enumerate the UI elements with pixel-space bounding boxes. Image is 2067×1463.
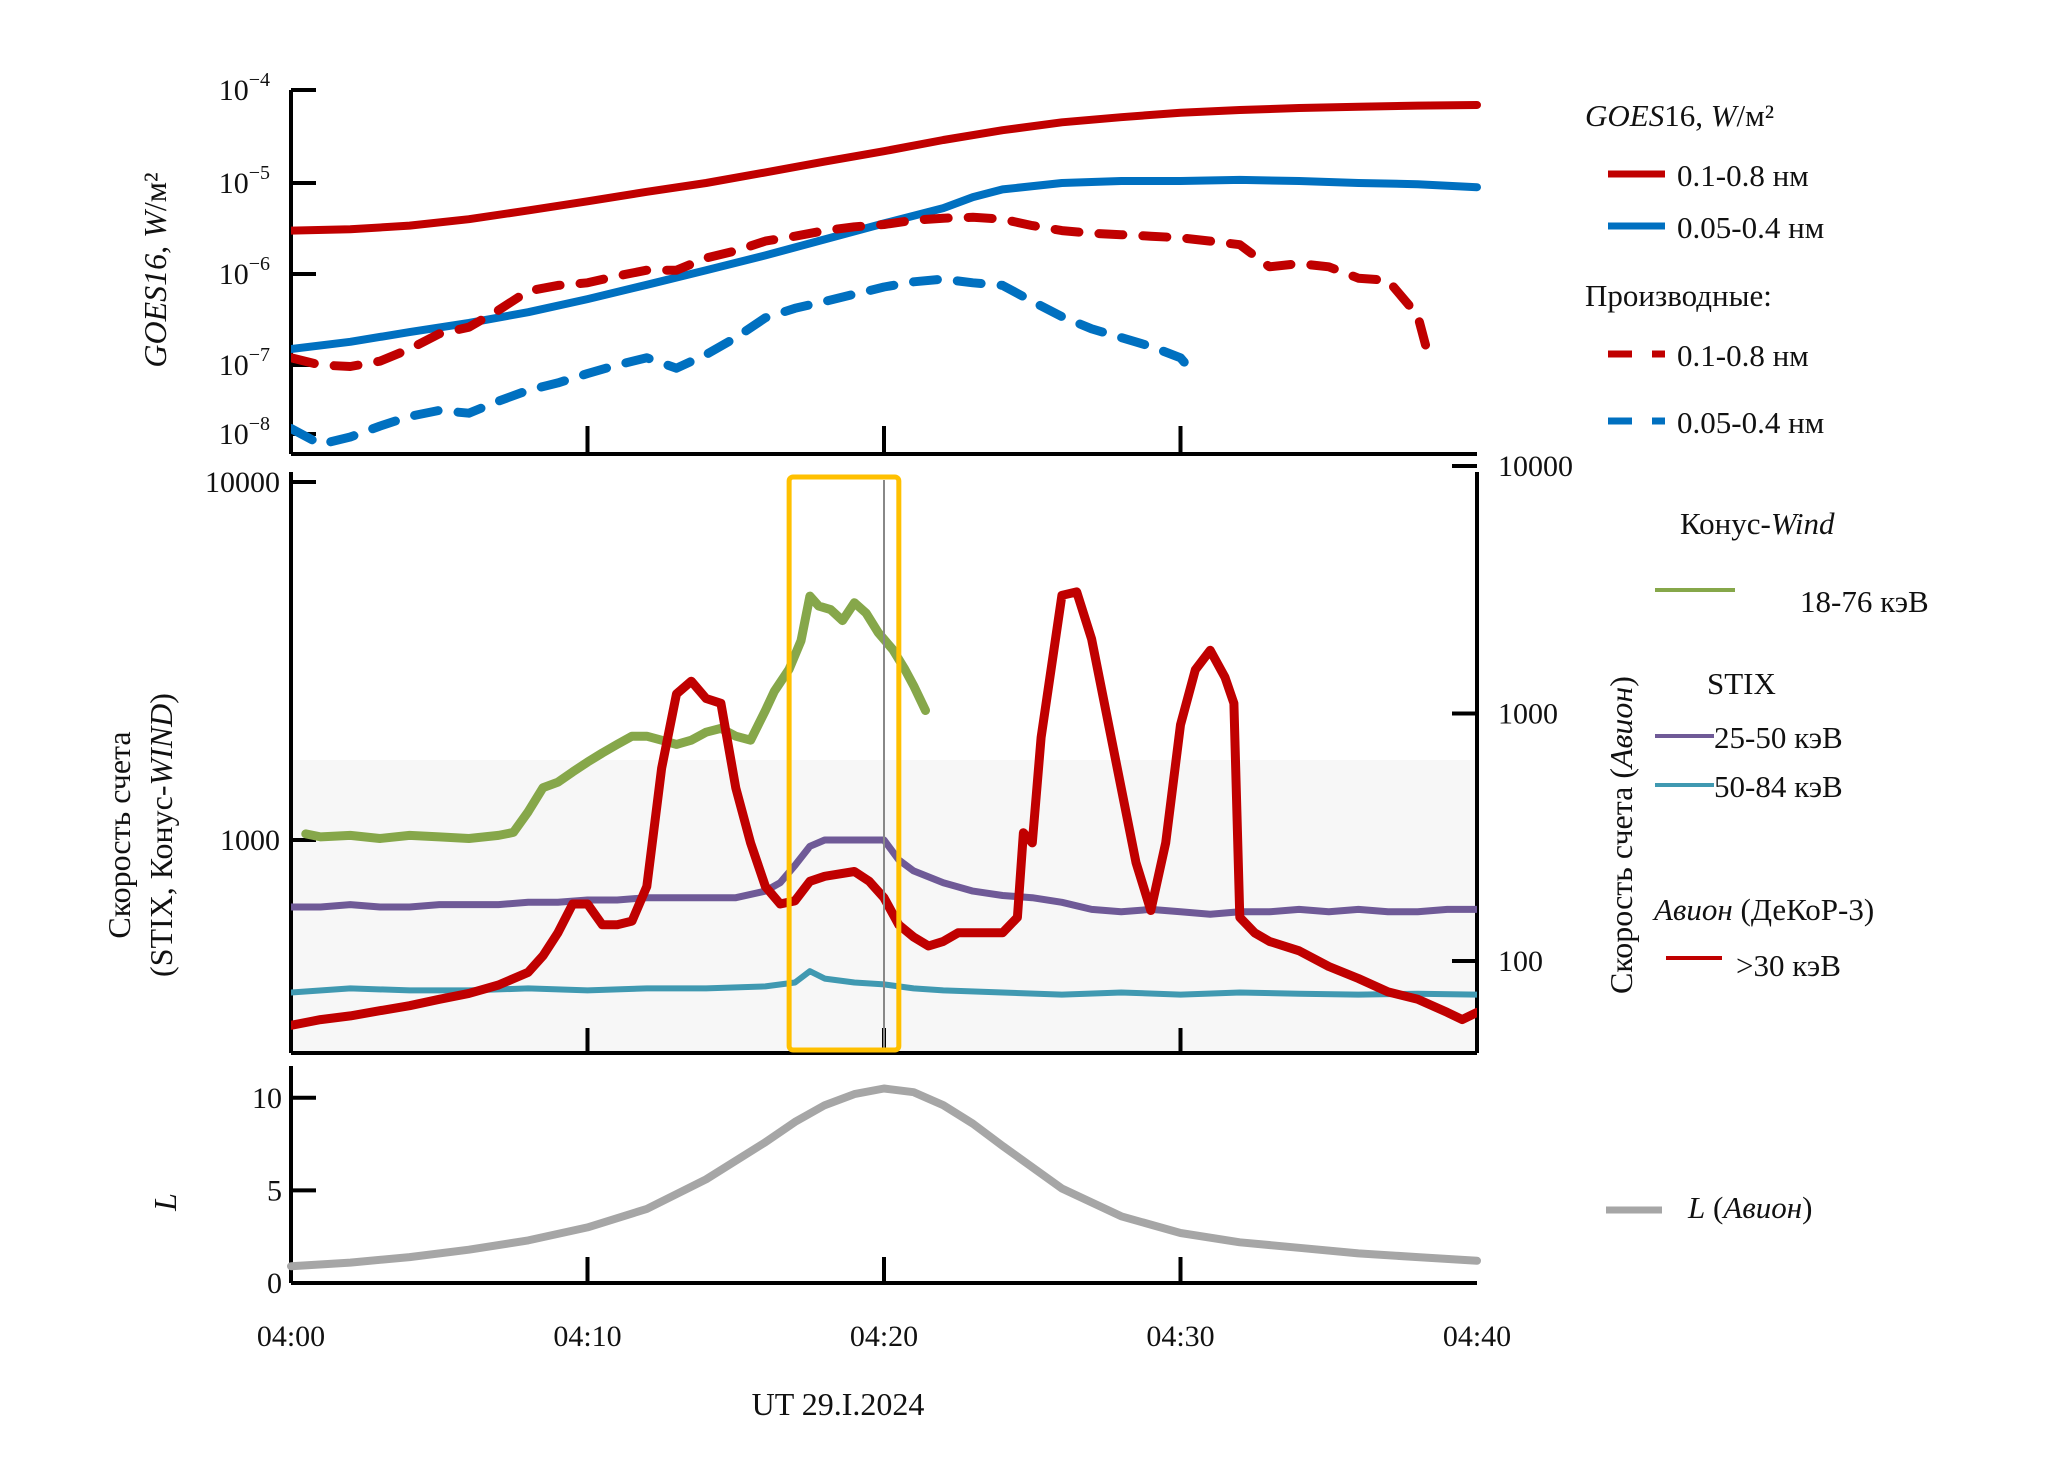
x-tick-label: 04:30 [1146, 1320, 1214, 1353]
bot-y-tick-label: 0 [267, 1267, 282, 1300]
top-y-tick-label: 10−8 [219, 413, 270, 451]
bot-y-axis-title: L [147, 1193, 183, 1212]
bot-y-tick-label: 10 [252, 1082, 282, 1115]
mid-left-y-axis-title-part: WIND [143, 704, 179, 786]
legend-title-konus-wind: Конус-Wind [1680, 506, 1835, 541]
legends: GOES16, W/м² 0.1-0.8 нм 0.05-0.4 нм Произво… [1585, 98, 1929, 1225]
tick-base: 10 [219, 167, 249, 200]
legend-label: 0.05-0.4 нм [1677, 210, 1824, 245]
bottom-panel-l-shell: 10 5 0 04:00 04:10 04:20 04:30 04:40 UT 29.I.202… [147, 1066, 1511, 1422]
top-y-tick-label: 10−5 [219, 162, 270, 200]
legend-label: 0.1-0.8 нм [1677, 158, 1809, 193]
top-y-axis-title-part: GOES16 [137, 254, 173, 368]
series-stix-25-50-кэв [291, 836, 1477, 918]
legend-title-goes16-part: W [1711, 98, 1740, 133]
mid-left-y-tick-label: 10000 [205, 466, 280, 499]
mid-left-y-tick-label: 1000 [220, 824, 280, 857]
legend-label-l-avion-part: ) [1802, 1190, 1812, 1225]
legend-label: >30 кэВ [1736, 948, 1841, 983]
legend-title-konus-wind-part: Конус- [1680, 506, 1771, 541]
legend-title-goes16-part: 16, [1664, 98, 1711, 133]
top-y-tick-label: 10−7 [219, 344, 270, 382]
mid-right-y-tick-label: 1000 [1498, 698, 1558, 731]
legend-title-konus-wind-part: Wind [1771, 506, 1835, 541]
tick-exponent: −8 [249, 413, 270, 435]
series-derivative-long [291, 212, 1432, 371]
top-y-axis-title-part: W [137, 208, 173, 238]
tick-base: 10 [219, 258, 249, 291]
tick-exponent: −4 [249, 69, 270, 91]
legend-subtitle-derivatives: Производные: [1585, 278, 1772, 313]
legend-title-goes16-part: /м² [1737, 98, 1775, 133]
x-tick-label: 04:10 [553, 1320, 621, 1353]
series-flux-long [291, 101, 1481, 235]
legend-title-stix: STIX [1707, 666, 1776, 701]
x-axis-title: UT 29.I.2024 [752, 1386, 925, 1422]
mid-left-y-axis-title: (STIX, Конус-WIND) [143, 693, 179, 977]
mid-left-y-axis-title: Скорость счета [101, 731, 137, 938]
series-авион-30-кэв [291, 587, 1477, 1030]
highlight-box [786, 474, 902, 1053]
x-tick-label: 04:00 [257, 1320, 325, 1353]
legend-title-avion-part: Авион [1652, 892, 1733, 927]
mid-right-y-axis-title-part: ) [1603, 676, 1639, 687]
legend-label: 25-50 кэВ [1714, 720, 1843, 755]
legend-label-l-avion-part: ( [1705, 1190, 1723, 1225]
mid-left-y-axis-title-part: Скорость счета [101, 731, 137, 938]
mid-right-y-axis-title-part: Скорость счета ( [1603, 768, 1639, 994]
legend-label: 0.05-0.4 нм [1677, 405, 1824, 440]
top-y-axis-title-part: /м² [137, 172, 173, 211]
series-конус-wind-18-76-кэв [301, 591, 930, 843]
series-flux-short [291, 175, 1481, 353]
top-y-axis-title-part: , [137, 238, 173, 254]
mid-right-y-tick-label: 10000 [1498, 450, 1573, 483]
legend-label-l-avion: L (Авион) [1687, 1190, 1812, 1225]
legend-title-stix-part: STIX [1707, 666, 1776, 701]
legend-title-goes16-part: GOES [1585, 98, 1664, 133]
tick-exponent: −7 [249, 344, 270, 366]
series-l-avion [287, 1084, 1481, 1271]
legend-title-goes16: GOES16, W/м² [1585, 98, 1774, 133]
series-derivative-short [291, 274, 1194, 449]
tick-base: 10 [219, 74, 249, 107]
bot-y-tick-label: 5 [267, 1174, 282, 1207]
middle-panel-count-rates: 10000 1000 10000 1000 100 Скорость счета (STIX… [101, 450, 1639, 1055]
x-tick-label: 04:20 [850, 1320, 918, 1353]
series-stix-50-84-кэв [291, 968, 1477, 998]
mid-left-y-axis-title-part: (STIX, Конус- [143, 785, 179, 977]
legend-label-l-avion-part: L [1687, 1190, 1705, 1225]
mid-right-y-tick-label: 100 [1498, 945, 1543, 978]
legend-label-l-avion-part: Авион [1721, 1190, 1802, 1225]
legend-title-avion-part: (ДеКоР-3) [1733, 892, 1874, 927]
top-y-tick-label: 10−6 [219, 253, 270, 291]
mid-right-y-axis-title: Скорость счета (Авион) [1603, 676, 1639, 994]
tick-exponent: −5 [249, 162, 270, 184]
legend-label: 18-76 кэВ [1800, 584, 1929, 619]
legend-label: 50-84 кэВ [1714, 769, 1843, 804]
x-tick-label: 04:40 [1443, 1320, 1511, 1353]
top-y-tick-label: 10−4 [219, 69, 270, 107]
tick-exponent: −6 [249, 253, 270, 275]
legend-title-avion: Авион (ДеКоР-3) [1652, 892, 1874, 927]
mid-left-y-axis-title-part: ) [143, 693, 179, 704]
tick-base: 10 [219, 418, 249, 451]
top-y-axis-title: GOES16, W/м² [137, 172, 173, 367]
legend-label: 0.1-0.8 нм [1677, 338, 1809, 373]
mid-right-y-axis-title-part: Авион [1603, 687, 1639, 770]
tick-base: 10 [219, 349, 249, 382]
